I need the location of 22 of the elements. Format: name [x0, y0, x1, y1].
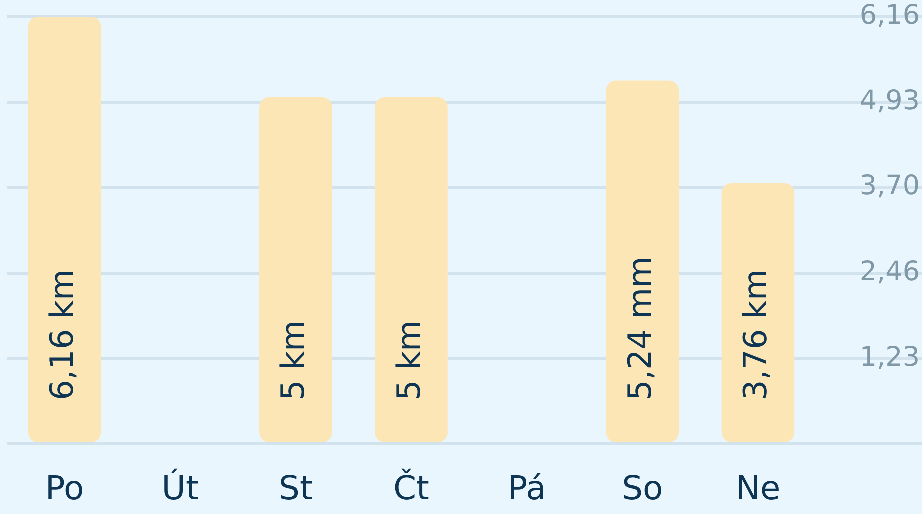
y-tick-label: 2,46 — [860, 256, 920, 288]
x-tick-label: Čt — [394, 468, 430, 508]
x-tick-label: St — [278, 468, 313, 508]
x-tick-label: Ne — [736, 468, 781, 508]
data-label: 3,76 km — [736, 269, 775, 400]
bar — [606, 80, 680, 442]
data-label: 5 km — [390, 320, 428, 400]
x-tick-label: Út — [162, 468, 199, 508]
bar — [722, 183, 795, 442]
x-tick-label: So — [622, 468, 664, 508]
x-tick-label: Pá — [508, 468, 546, 508]
y-tick-label: 1,23 — [860, 342, 920, 373]
bar — [260, 97, 332, 442]
y-tick-label: 3,70 — [860, 170, 920, 202]
bar — [28, 17, 102, 442]
bar — [375, 97, 448, 442]
data-label: 6,16 km — [43, 269, 82, 400]
data-label: 5 km — [274, 320, 312, 400]
y-tick-label: 4,93 — [860, 85, 920, 116]
data-label: 5,24 mm — [620, 256, 659, 400]
x-tick-label: Po — [45, 468, 84, 508]
y-tick-label: 6,16 — [860, 0, 920, 32]
